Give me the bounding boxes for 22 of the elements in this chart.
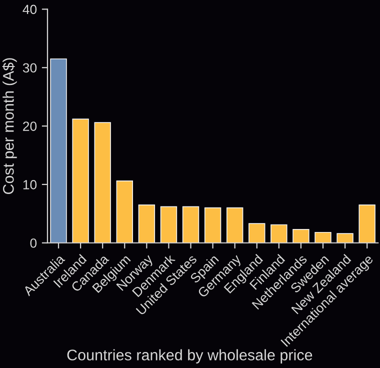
y-tick-label: 20 [23,122,37,131]
bar [270,224,288,243]
bar [94,122,111,243]
bar [204,207,222,243]
y-axis-title: Cost per month (A$) [2,58,17,194]
y-tick-label: 10 [23,180,37,190]
bar [226,207,244,243]
y-tick-label: 40 [22,4,37,14]
bar [336,233,354,243]
y-tick-label: 30 [22,63,37,73]
bar [182,206,200,243]
bar [138,204,156,243]
bar [248,223,266,243]
bar [160,206,178,243]
bar [358,204,376,243]
bar [50,58,67,243]
bar [292,229,310,243]
bar [72,118,89,243]
y-tick-label: 0 [30,238,37,248]
bar [116,180,133,243]
bar [314,232,332,243]
x-axis-title: Countries ranked by wholesale price [67,349,312,364]
